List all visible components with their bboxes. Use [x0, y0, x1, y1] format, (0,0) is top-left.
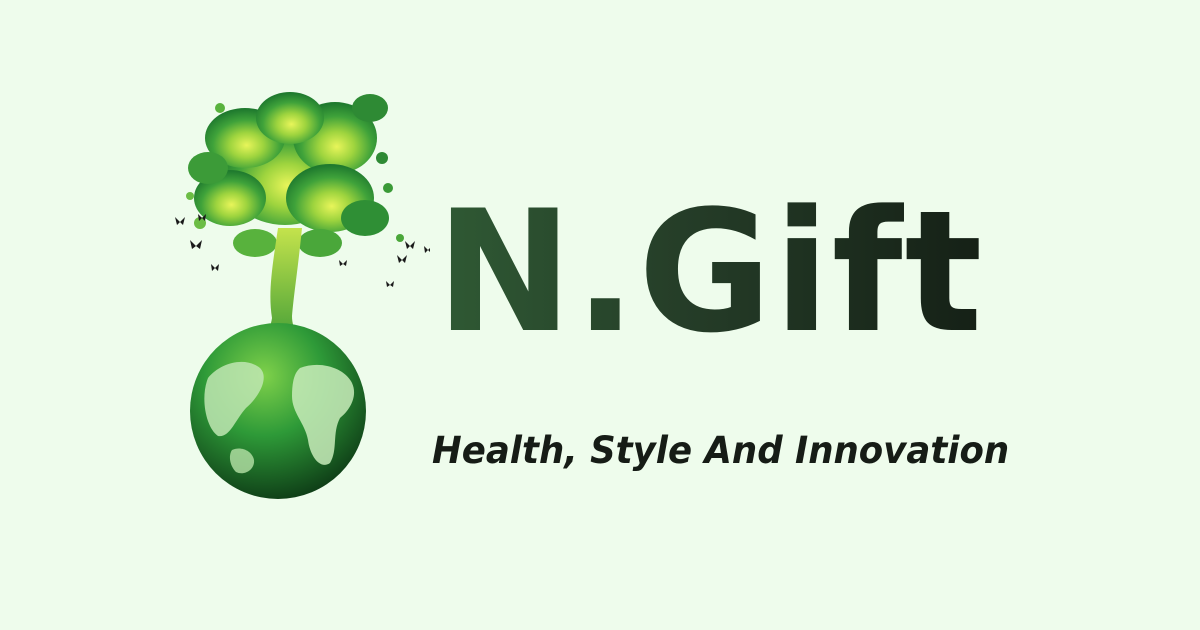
brand-tagline: Health, Style And Innovation	[432, 429, 1010, 472]
tree-trunk	[252, 228, 310, 348]
butterflies	[175, 214, 430, 287]
globe	[190, 323, 366, 499]
brand-title: N.Gift	[436, 174, 985, 370]
tree-on-globe-icon	[175, 92, 430, 499]
tree-canopy	[186, 92, 404, 257]
